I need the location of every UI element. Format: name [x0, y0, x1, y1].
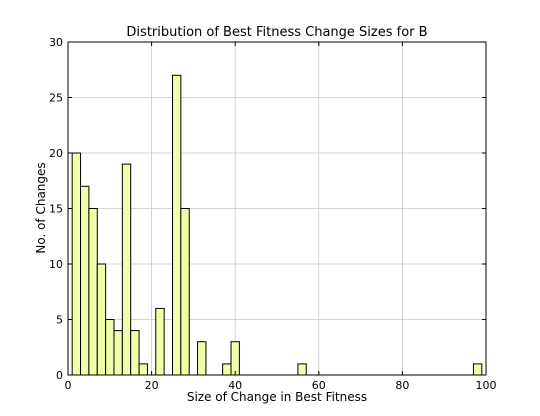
histogram-bar	[472, 363, 483, 376]
y-tick-label: 15	[49, 203, 63, 216]
y-tick-label: 0	[56, 369, 63, 382]
histogram-bar	[130, 330, 140, 376]
histogram-bar	[230, 341, 240, 376]
histogram-bar	[197, 341, 207, 376]
y-tick-label: 20	[49, 147, 63, 160]
x-tick-label: 100	[476, 379, 497, 392]
histogram-bar	[297, 363, 307, 376]
x-tick-label: 20	[145, 379, 159, 392]
x-tick-label: 80	[395, 379, 409, 392]
x-tick-label: 60	[312, 379, 326, 392]
x-tick-label: 40	[228, 379, 242, 392]
histogram-bar	[88, 208, 98, 376]
x-axis-label: Size of Change in Best Fitness	[187, 390, 367, 404]
histogram-bar	[172, 74, 182, 376]
histogram-bar	[105, 319, 115, 376]
y-axis: 0 5 10 15 20 25 30	[49, 36, 486, 382]
histogram-bar	[138, 363, 148, 376]
x-axis: 0 20 40 60 80 100	[65, 42, 497, 392]
histogram-bar	[71, 152, 82, 376]
histogram-bar	[80, 185, 90, 376]
histogram-bar	[96, 263, 107, 376]
y-tick-label: 25	[49, 92, 63, 105]
y-tick-label: 10	[49, 258, 63, 271]
y-tick-label: 5	[56, 314, 63, 327]
y-tick-label: 30	[49, 36, 63, 49]
histogram-bar	[155, 307, 165, 376]
histogram-bar	[222, 363, 232, 376]
y-axis-label: No. of Changes	[34, 162, 48, 253]
histogram-bar	[180, 208, 190, 376]
histogram-bar	[121, 163, 132, 376]
histogram-bar	[113, 330, 123, 376]
chart-title: Distribution of Best Fitness Change Size…	[126, 25, 427, 40]
x-tick-label: 0	[65, 379, 72, 392]
